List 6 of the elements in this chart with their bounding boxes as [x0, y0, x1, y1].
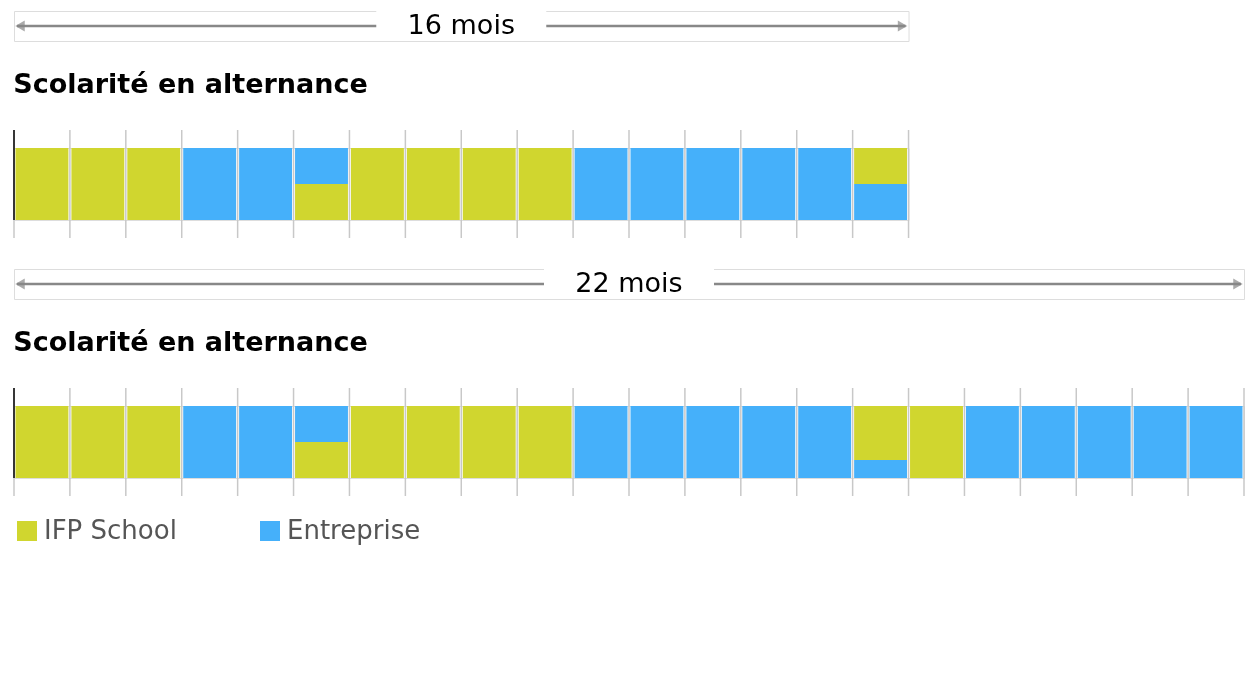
text: 16 mois: [407, 9, 515, 40]
legend-label: IFP School: [44, 515, 177, 545]
text: 22 mois: [575, 267, 683, 298]
chart-title: Scolarité en alternance: [13, 68, 368, 100]
chart-title: Scolarité en alternance: [13, 326, 368, 358]
legend-label: Entreprise: [287, 515, 421, 545]
